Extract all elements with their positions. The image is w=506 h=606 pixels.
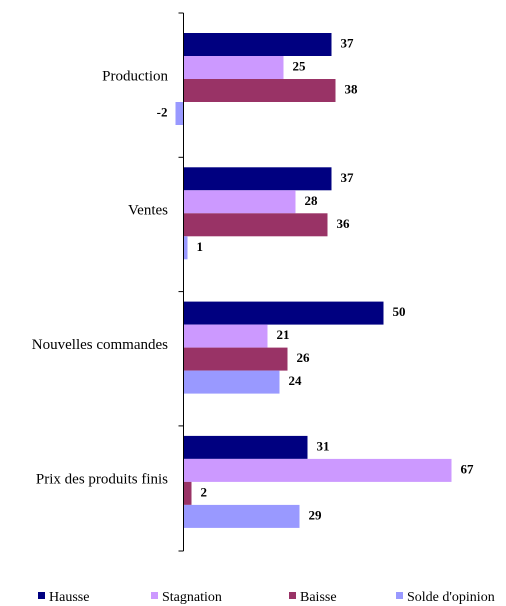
bar-prix-des-produits-finis-hausse <box>183 435 308 459</box>
legend-item-stagnation: Stagnation <box>151 590 222 605</box>
value-label-production-hausse: 37 <box>341 35 355 50</box>
value-label-prix-des-produits-finis-baisse: 2 <box>201 484 208 499</box>
legend: Hausse Stagnation Baisse Solde d'opinion <box>38 590 495 605</box>
value-label-prix-des-produits-finis-hausse: 31 <box>317 438 330 453</box>
legend-label: Stagnation <box>162 590 222 605</box>
value-label-nouvelles-commandes-hausse: 50 <box>393 304 406 319</box>
bar-ventes-hausse <box>183 167 332 191</box>
value-label-ventes-solde-d-opinion: 1 <box>197 239 204 254</box>
category-labels: Production Ventes Nouvelles commandes Prix … <box>32 68 169 487</box>
bar-ventes-baisse <box>183 213 328 237</box>
category-label-ventes: Ventes <box>128 203 168 219</box>
legend-swatch <box>151 592 158 599</box>
value-label-ventes-baisse: 36 <box>337 216 351 231</box>
legend-label: Baisse <box>300 590 337 605</box>
value-label-nouvelles-commandes-baisse: 26 <box>297 350 311 365</box>
bar-ventes-stagnation <box>183 190 296 214</box>
value-label-production-stagnation: 25 <box>293 58 307 73</box>
value-label-prix-des-produits-finis-stagnation: 67 <box>461 461 475 476</box>
bar-nouvelles-commandes-hausse <box>183 301 384 325</box>
legend-item-hausse: Hausse <box>38 590 89 605</box>
category-label-production: Production <box>102 68 168 84</box>
legend-swatch <box>38 592 45 599</box>
bar-production-hausse <box>183 33 332 56</box>
bar-production-solde-d-opinion <box>175 102 184 125</box>
value-label-nouvelles-commandes-solde-d-opinion: 24 <box>289 373 303 388</box>
value-label-nouvelles-commandes-stagnation: 21 <box>277 327 290 342</box>
bar-nouvelles-commandes-solde-d-opinion <box>183 370 280 394</box>
bar-prix-des-produits-finis-solde-d-opinion <box>183 504 300 528</box>
value-label-prix-des-produits-finis-solde-d-opinion: 29 <box>309 507 323 522</box>
value-label-production-solde-d-opinion: -2 <box>157 104 168 119</box>
bar-nouvelles-commandes-baisse <box>183 347 288 371</box>
bar-nouvelles-commandes-stagnation <box>183 324 268 348</box>
value-label-ventes-hausse: 37 <box>341 170 355 185</box>
legend-label: Solde d'opinion <box>407 590 495 605</box>
category-label-prix-des-produits-finis: Prix des produits finis <box>36 471 168 487</box>
legend-item-solde-d-opinion: Solde d'opinion <box>396 590 495 605</box>
bars-layer <box>175 33 452 528</box>
legend-swatch <box>396 592 403 599</box>
bar-production-baisse <box>183 79 336 102</box>
bar-ventes-solde-d-opinion <box>183 236 188 260</box>
bar-prix-des-produits-finis-baisse <box>183 481 192 505</box>
bar-production-stagnation <box>183 56 284 79</box>
legend-item-baisse: Baisse <box>289 590 337 605</box>
bar-prix-des-produits-finis-stagnation <box>183 458 452 482</box>
category-label-nouvelles-commandes: Nouvelles commandes <box>32 337 168 353</box>
value-label-production-baisse: 38 <box>345 81 359 96</box>
legend-label: Hausse <box>49 590 89 605</box>
value-label-ventes-stagnation: 28 <box>305 193 319 208</box>
value-labels: 37 25 38 -2 37 28 36 1 50 21 26 24 31 67 2 29 <box>157 35 474 522</box>
legend-swatch <box>289 592 296 599</box>
category-axis <box>178 12 184 552</box>
